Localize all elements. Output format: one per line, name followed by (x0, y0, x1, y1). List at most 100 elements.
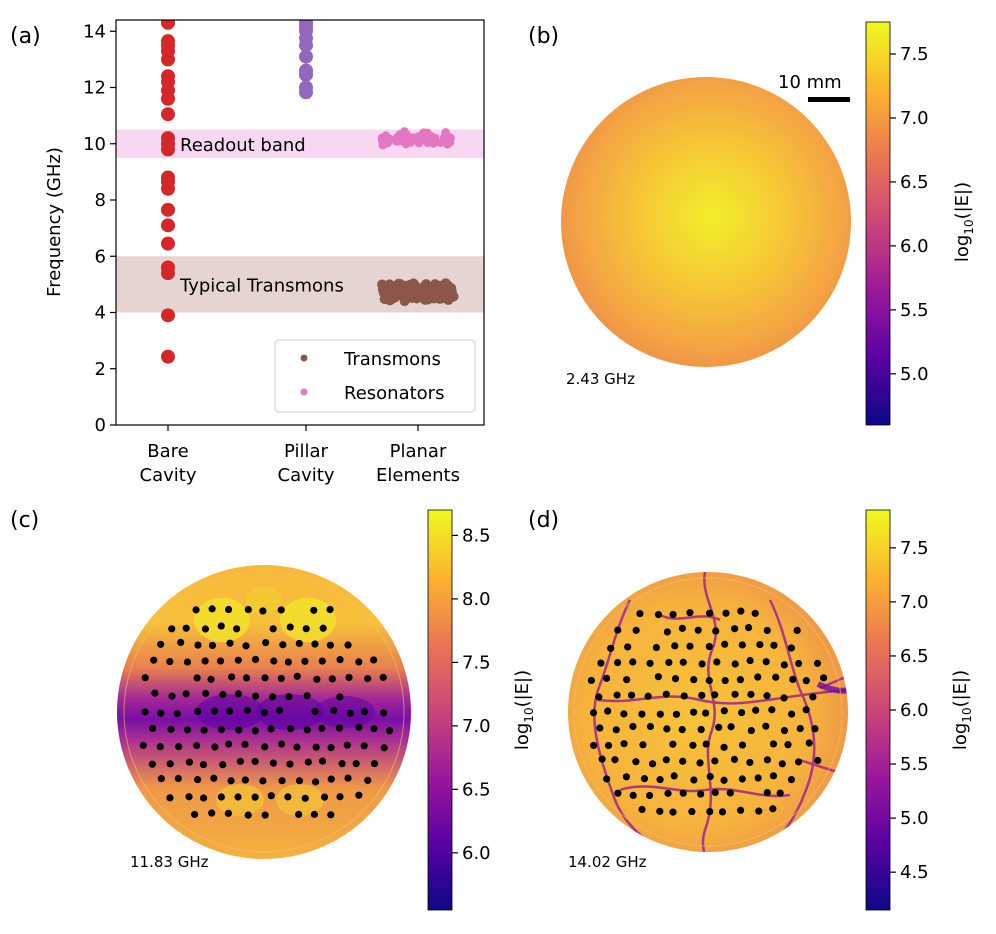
y-tick-label-2: 4 (95, 303, 106, 324)
pillar-dot-pillarsD-99 (604, 741, 613, 750)
pillar-dot-pillarsD-129 (690, 776, 698, 784)
pillar-dot-pillarsD-121 (778, 760, 786, 768)
pillar-dot-pillarsD-16 (763, 626, 771, 635)
pillar-dot-pillarsD-84 (596, 724, 604, 732)
pillar-dot-pillarsC-91 (318, 724, 326, 732)
pillar-dot-pillarsC-31 (183, 658, 192, 666)
pillar-dot-pillarsD-91 (715, 723, 723, 731)
y-axis-label: Frequency (GHz) (44, 147, 65, 297)
cbTicksC-label-4: 8.0 (462, 589, 491, 610)
pillar-dot-pillarsC-141 (217, 793, 225, 801)
pillar-dot-pillarsC-120 (304, 758, 312, 766)
pillar-dot-pillarsC-3 (244, 605, 252, 614)
pillar-dot-pillarsC-10 (201, 625, 210, 633)
pillars-d (587, 607, 828, 816)
y-ticks: 0 2 4 6 8 10 12 14 (83, 21, 116, 436)
pillar-dot-pillarsD-6 (737, 607, 745, 615)
pillar-dot-pillarsD-74 (656, 710, 664, 718)
pillar-dot-pillarsC-125 (157, 775, 165, 783)
pillar-dot-pillarsD-80 (752, 706, 760, 714)
pillar-dot-pillarsD-0 (636, 609, 644, 618)
x-tick-label-2-line1: Planar (390, 441, 447, 462)
pillar-dot-pillarsD-103 (689, 741, 697, 749)
point-3-104 (427, 285, 438, 296)
pillar-dot-pillarsC-75 (275, 706, 284, 715)
pillar-dot-pillarsC-152 (224, 809, 232, 817)
pillar-dot-pillarsC-156 (310, 810, 318, 818)
pillar-dot-pillarsC-124 (370, 759, 379, 768)
band-label-layer: Readout band Typical Transmons (179, 135, 344, 297)
pillar-dot-pillarsD-151 (718, 808, 727, 816)
pillar-dot-pillarsC-15 (302, 625, 310, 633)
pillar-dot-pillarsC-134 (311, 778, 320, 786)
pillar-dot-pillarsC-154 (261, 811, 269, 819)
pillar-dot-pillarsC-128 (210, 774, 218, 782)
pillar-dot-pillarsC-103 (261, 743, 269, 751)
pillar-dot-pillarsC-105 (293, 743, 301, 751)
pillar-dot-pillarsC-122 (338, 760, 346, 768)
pillar-dot-pillarsC-123 (352, 760, 360, 768)
pillar-dot-pillarsD-48 (690, 676, 698, 684)
x-tick-label-1-line2: Cavity (278, 465, 335, 486)
cbTicksD-label-6: 7.5 (900, 538, 929, 559)
pillar-dot-pillarsD-23 (705, 642, 713, 651)
pillar-dot-pillarsC-60 (219, 690, 227, 699)
y-tick-label-5: 10 (83, 134, 106, 155)
pillar-dot-pillarsC-4 (259, 607, 267, 615)
pillar-dot-pillarsC-28 (344, 641, 352, 649)
pillar-dot-pillarsD-18 (607, 644, 615, 652)
pillar-dot-pillarsD-72 (620, 710, 628, 718)
pillar-dot-pillarsD-7 (751, 609, 759, 617)
pillar-dot-pillarsD-144 (763, 788, 771, 797)
pillar-dot-pillarsC-102 (241, 740, 249, 748)
pillar-dot-pillarsD-146 (638, 805, 646, 814)
pillar-dot-pillarsD-43 (587, 676, 595, 685)
pillar-dot-pillarsD-81 (768, 706, 776, 714)
pillar-dot-pillarsD-33 (665, 658, 673, 667)
point-2-51 (406, 138, 415, 147)
pillar-dot-pillarsC-57 (168, 692, 176, 700)
pillar-dot-pillarsC-26 (311, 640, 319, 648)
y-tick-label-6: 12 (83, 78, 106, 99)
pillar-dot-pillarsC-56 (151, 689, 159, 697)
pillar-dot-pillarsD-149 (688, 807, 696, 816)
pillar-dot-pillarsD-31 (629, 658, 637, 666)
pillar-dot-pillarsD-66 (747, 690, 755, 698)
pillar-dot-pillarsC-58 (182, 690, 190, 698)
panel-label-d: (d) (528, 508, 559, 533)
pillar-dot-pillarsC-142 (234, 793, 242, 801)
cbTicksD-label-5: 7.0 (900, 592, 929, 613)
pillar-dot-pillarsC-61 (234, 690, 243, 698)
pillar-dot-pillarsD-50 (721, 676, 729, 685)
pillar-dot-pillarsD-69 (809, 693, 817, 701)
pillar-dot-pillarsC-140 (199, 794, 208, 802)
pillar-dot-pillarsC-46 (227, 673, 236, 681)
pillar-dot-pillarsD-119 (746, 758, 754, 767)
legend-marker-transmons (300, 354, 308, 362)
pillar-dot-pillarsC-132 (278, 777, 286, 785)
pillar-dot-pillarsC-52 (328, 675, 336, 683)
pillar-dot-pillarsC-17 (157, 640, 165, 648)
pillar-dot-pillarsD-123 (814, 756, 822, 765)
pillar-dot-pillarsC-39 (318, 657, 326, 665)
y-tick-label-1: 2 (95, 359, 106, 380)
pillar-dot-pillarsD-14 (731, 625, 739, 633)
point-3-108 (418, 292, 429, 303)
pillar-dot-pillarsC-114 (199, 760, 208, 769)
pillar-dot-pillarsC-109 (360, 742, 368, 750)
pillar-dot-pillarsD-139 (664, 789, 672, 797)
pillar-dot-pillarsD-38 (746, 656, 754, 665)
pillar-dot-pillarsC-131 (259, 777, 267, 785)
pillar-dot-pillarsD-108 (784, 741, 792, 749)
pillar-dot-pillarsD-105 (720, 743, 728, 751)
pillar-dot-pillarsD-153 (755, 807, 763, 815)
pillar-dot-pillarsC-146 (301, 794, 309, 802)
pillar-dot-pillarsD-46 (654, 673, 662, 681)
pillar-dot-pillarsD-40 (780, 661, 788, 669)
pillar-dot-pillarsC-36 (270, 657, 278, 665)
frequency-annotation-d: 14.02 GHz (568, 853, 647, 871)
pillar-dot-pillarsC-41 (355, 658, 363, 666)
pillar-dot-pillarsD-19 (624, 643, 632, 651)
pillar-dot-pillarsC-48 (261, 674, 269, 682)
